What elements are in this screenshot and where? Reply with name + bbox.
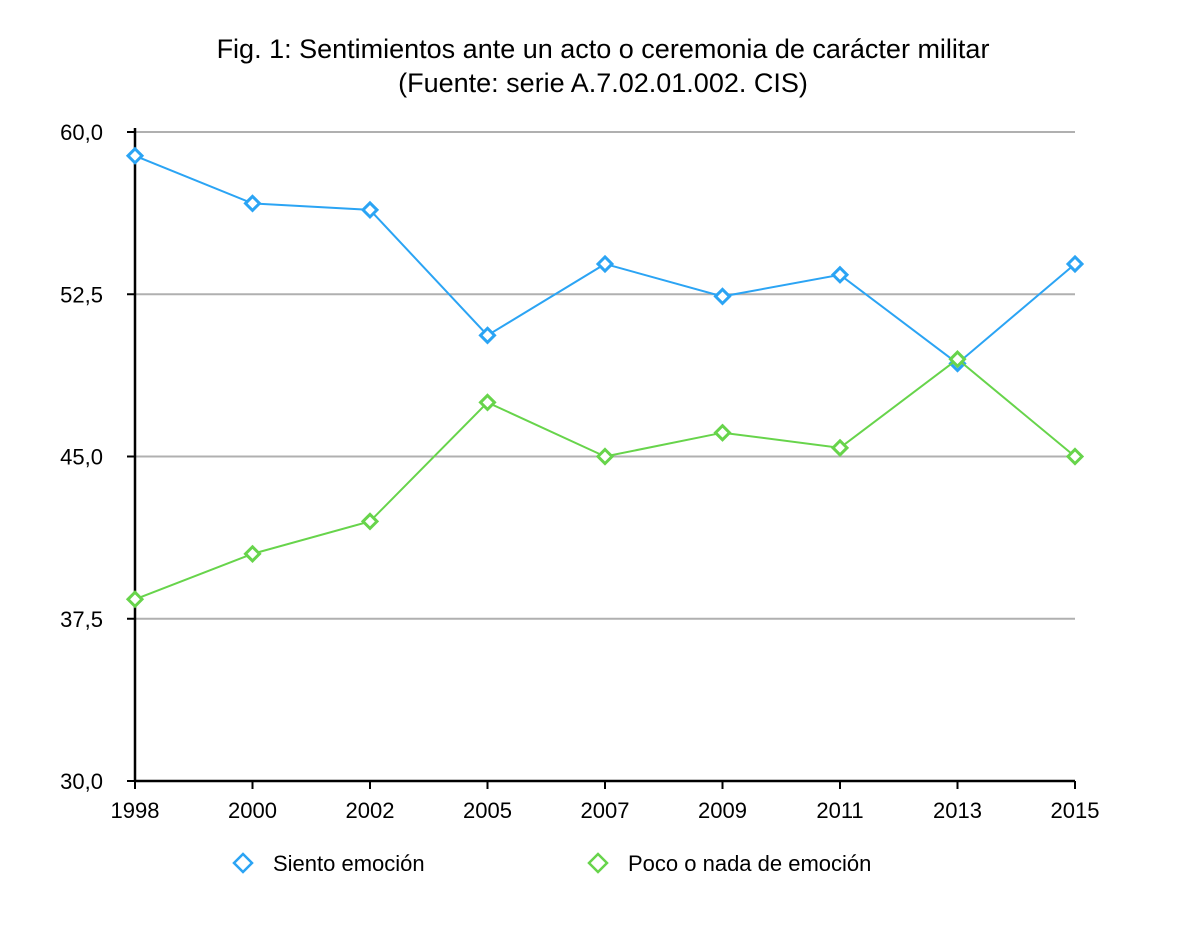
data-point <box>1065 447 1085 466</box>
data-point <box>830 265 850 284</box>
data-point <box>243 194 262 213</box>
x-tick-label: 2002 <box>346 798 395 823</box>
x-tick-label: 2005 <box>463 798 512 823</box>
x-tick-label: 2007 <box>581 798 630 823</box>
data-point <box>713 423 732 442</box>
chart-title: Fig. 1: Sentimientos ante un acto o cere… <box>217 34 990 64</box>
data-point <box>125 590 145 609</box>
y-tick-label: 30,0 <box>60 769 103 794</box>
data-point <box>360 512 380 531</box>
data-point <box>478 393 497 412</box>
x-tick-label: 1998 <box>111 798 160 823</box>
data-point <box>243 544 262 563</box>
y-tick-label: 37,5 <box>60 607 103 632</box>
x-tick-label: 2015 <box>1051 798 1100 823</box>
legend-marker <box>587 852 609 874</box>
data-point <box>595 447 615 466</box>
x-tick-label: 2013 <box>933 798 982 823</box>
y-tick-label: 52,5 <box>60 282 103 307</box>
data-point <box>125 146 145 165</box>
legend-marker <box>232 852 254 874</box>
x-tick-label: 2011 <box>816 798 863 823</box>
data-point <box>478 326 497 345</box>
data-point <box>713 287 732 306</box>
x-tick-label: 2000 <box>228 798 277 823</box>
series-0 <box>125 146 1085 373</box>
y-tick-label: 60,0 <box>60 120 103 145</box>
data-point <box>830 438 850 457</box>
series-1 <box>125 350 1085 609</box>
data-point <box>1065 254 1085 274</box>
y-tick-label: 45,0 <box>60 445 103 470</box>
data-point <box>595 254 615 274</box>
data-point <box>360 200 380 220</box>
legend-label: Poco o nada de emoción <box>628 851 871 876</box>
x-tick-label: 2009 <box>698 798 747 823</box>
chart-subtitle: (Fuente: serie A.7.02.01.002. CIS) <box>398 68 808 98</box>
data-point <box>948 350 967 369</box>
series-line <box>134 357 1076 601</box>
legend-label: Siento emoción <box>273 851 425 876</box>
